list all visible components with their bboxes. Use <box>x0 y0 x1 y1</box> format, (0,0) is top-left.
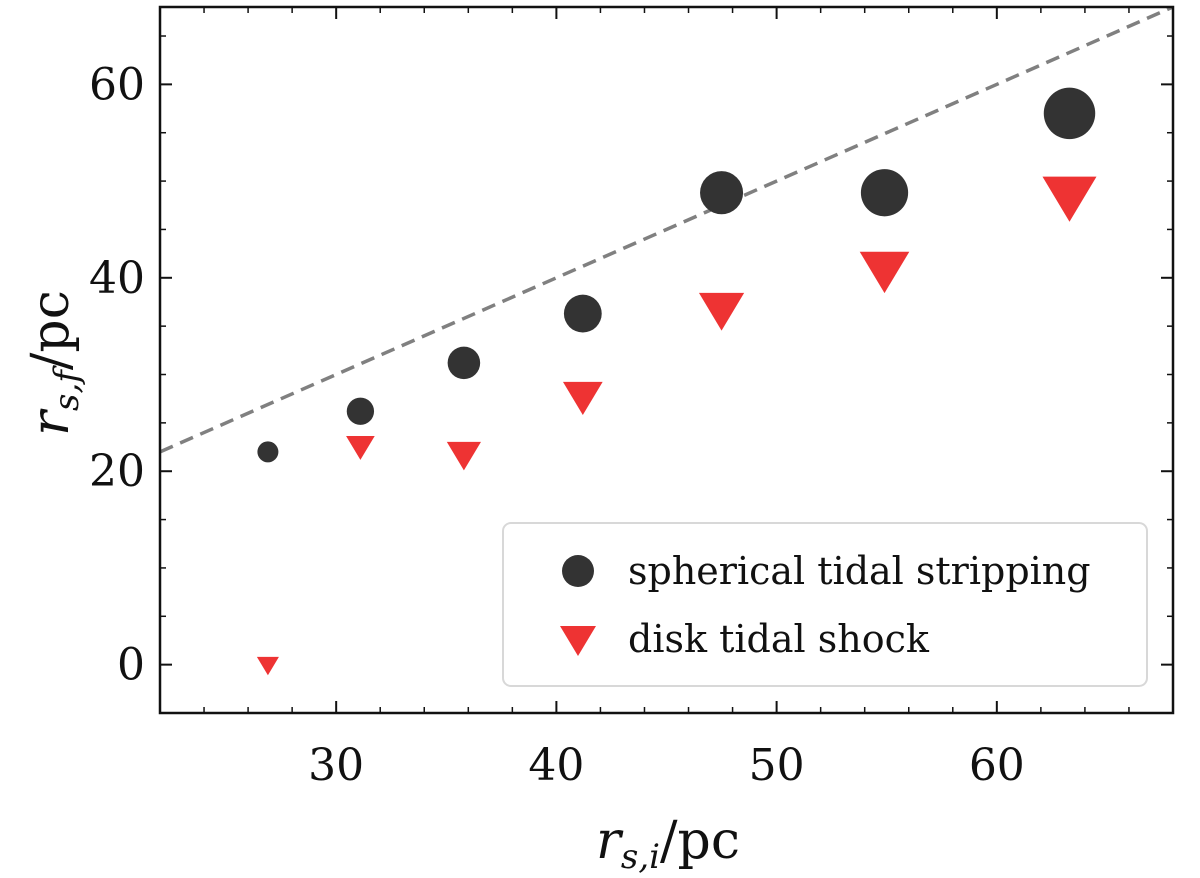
data-point-disk <box>698 292 745 331</box>
y-axis-label-tail: /pc <box>21 290 81 370</box>
data-point-disk <box>859 251 910 294</box>
y-tick-label: 60 <box>89 59 145 110</box>
legend-label-disk: disk tidal shock <box>628 617 930 661</box>
data-point-spherical <box>860 169 909 217</box>
x-tick-label: 60 <box>969 740 1025 791</box>
data-point-disk <box>446 441 481 471</box>
legend-marker-circle <box>562 555 594 587</box>
data-point-spherical <box>700 171 744 215</box>
legend: spherical tidal stripping disk tidal sho… <box>502 522 1148 687</box>
data-point-disk <box>1042 176 1097 222</box>
data-point-disk <box>256 656 279 676</box>
data-point-spherical <box>346 397 375 425</box>
plot-area: 30 40 50 60 0 20 40 60 <box>89 5 1175 791</box>
data-point-spherical <box>1043 87 1096 140</box>
x-axis-label-tail: /pc <box>660 811 740 871</box>
y-tick-label: 20 <box>89 446 145 497</box>
y-tick-label: 0 <box>117 640 145 691</box>
y-axis-label-base: r <box>21 408 81 436</box>
y-axis-label-sub: s,f <box>47 365 87 411</box>
y-axis-label: rs,f/pc <box>21 290 87 436</box>
x-tick-label: 40 <box>528 740 584 791</box>
data-point-disk <box>346 436 375 460</box>
legend-marker-triangle <box>560 626 596 656</box>
data-point-spherical <box>257 441 279 463</box>
data-point-spherical <box>563 294 602 333</box>
legend-label-spherical: spherical tidal stripping <box>628 549 1091 593</box>
data-point-disk <box>562 381 603 415</box>
x-tick-label: 50 <box>749 740 805 791</box>
x-axis-label-sub: s,i <box>621 837 660 877</box>
data-point-spherical <box>447 346 481 380</box>
svg-text:rs,f/pc: rs,f/pc <box>21 290 87 436</box>
reference-line <box>160 7 1173 454</box>
x-axis-label-base: r <box>596 811 624 871</box>
axes-frame <box>158 5 1175 715</box>
y-tick-label: 40 <box>89 253 145 304</box>
legend-frame <box>502 522 1148 687</box>
x-tick-label: 30 <box>308 740 364 791</box>
x-axis-label: rs,i/pc <box>596 811 740 877</box>
